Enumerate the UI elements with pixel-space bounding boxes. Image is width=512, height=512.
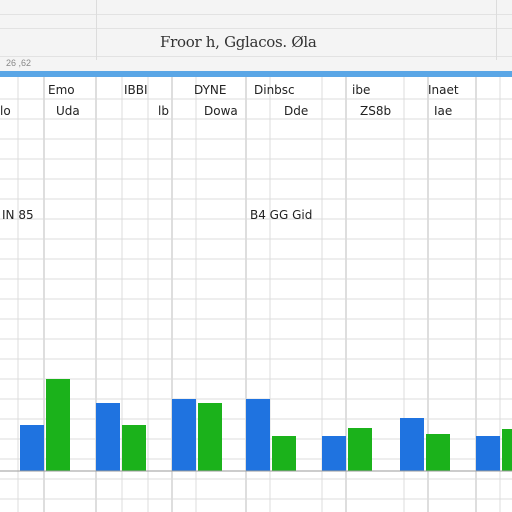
col-header-2[interactable]: IBBI xyxy=(124,83,148,97)
bar-b-6 xyxy=(426,434,450,471)
window-title: Froor h, Gglacos. Øla xyxy=(160,33,317,51)
col-header-6[interactable]: Inaet xyxy=(428,83,459,97)
row2-cell-1[interactable]: lo xyxy=(0,104,11,118)
row2-cell-2[interactable]: Uda xyxy=(56,104,80,118)
title-gridline xyxy=(0,56,512,57)
title-gridline xyxy=(0,14,512,15)
title-gridline xyxy=(0,28,512,29)
bar-b-4 xyxy=(272,436,296,471)
corner-label: 26 ,62 xyxy=(6,58,32,68)
bar-a-5 xyxy=(322,436,346,471)
title-divider xyxy=(496,0,497,60)
bar-b-3 xyxy=(198,403,222,471)
row2-cell-4[interactable]: Dowa xyxy=(204,104,238,118)
bar-a-4 xyxy=(246,399,270,471)
bar-a-2 xyxy=(96,403,120,471)
col-header-1[interactable]: Emo xyxy=(48,83,75,97)
row2-cell-7[interactable]: Iae xyxy=(434,104,453,118)
col-header-5[interactable]: ibe xyxy=(352,83,371,97)
col-header-4[interactable]: Dinbsc xyxy=(254,83,295,97)
selection-bar xyxy=(0,71,512,77)
bar-b-1 xyxy=(46,379,70,471)
bar-a-6 xyxy=(400,418,424,471)
title-bar: Froor h, Gglacos. Øla 26 ,62 xyxy=(0,0,512,73)
title-divider xyxy=(96,0,97,60)
bar-b-5 xyxy=(348,428,372,471)
bar-chart xyxy=(0,379,512,472)
bar-b-2 xyxy=(122,425,146,471)
bar-a-7 xyxy=(476,436,500,471)
row2-cell-3[interactable]: lb xyxy=(158,104,169,118)
row2-cell-6[interactable]: ZS8b xyxy=(360,104,392,118)
col-header-3[interactable]: DYNE xyxy=(194,83,227,97)
bar-a-1 xyxy=(20,425,44,471)
spreadsheet-grid[interactable]: Emo IBBI DYNE Dinbsc ibe Inaet lo Uda lb… xyxy=(0,77,512,512)
bar-b-7 xyxy=(502,429,512,471)
row2-cell-5[interactable]: Dde xyxy=(284,104,309,118)
section-label-2[interactable]: B4 GG Gid xyxy=(250,208,313,222)
bar-a-3 xyxy=(172,399,196,471)
section-label-1[interactable]: IN 85 xyxy=(2,208,34,222)
